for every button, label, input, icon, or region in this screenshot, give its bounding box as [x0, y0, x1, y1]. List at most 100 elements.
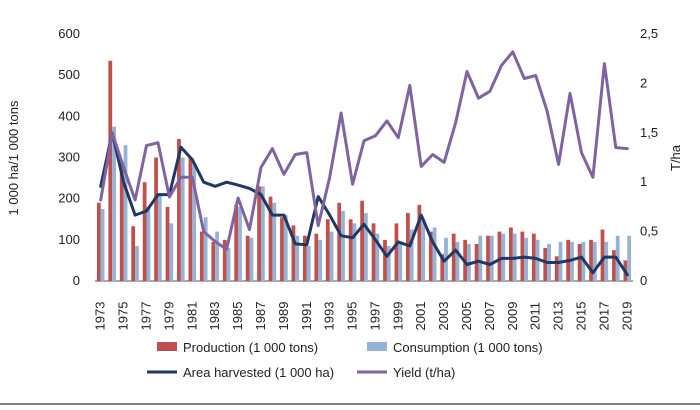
consumption-bar	[455, 241, 460, 281]
production-bar	[108, 60, 113, 282]
x-tick-label: 1989	[276, 302, 291, 331]
x-tick-label: 2019	[619, 302, 634, 331]
y-tick-label-right: 0,5	[640, 224, 658, 239]
x-tick-label: 1991	[299, 302, 314, 331]
y-tick-label-right: 1	[640, 174, 647, 189]
x-tick-label: 1977	[139, 302, 154, 331]
consumption-bar	[146, 206, 151, 281]
production-bar	[245, 235, 250, 281]
production-bar	[543, 248, 548, 281]
production-bar	[406, 213, 410, 281]
y-tick-label-left: 400	[58, 108, 80, 123]
y-tick-label-right: 0	[640, 273, 647, 288]
production-bar	[154, 157, 158, 281]
x-tick-label: 1995	[345, 302, 360, 331]
consumption-bar	[203, 217, 208, 281]
production-bar	[165, 206, 170, 281]
consumption-bar	[421, 219, 426, 281]
yield-line	[99, 50, 629, 251]
legend-label: Consumption (1 000 tons)	[393, 340, 543, 355]
consumption-bar	[192, 163, 197, 281]
consumption-bar	[432, 227, 437, 281]
production-bar	[428, 231, 433, 281]
legend-label: Yield (t/ha)	[393, 365, 455, 380]
x-tick-label: 2001	[413, 302, 428, 331]
production-bar	[211, 241, 216, 281]
production-bar	[486, 235, 490, 281]
consumption-bar	[226, 248, 231, 281]
y-tick-label-right: 1,5	[640, 125, 658, 140]
y-tick-label-left: 300	[58, 150, 80, 165]
consumption-bar	[318, 239, 322, 281]
consumption-bar	[157, 194, 162, 281]
x-tick-label: 1993	[322, 302, 337, 331]
production-bar	[325, 219, 330, 281]
x-tick-label: 2017	[596, 302, 611, 331]
area-harvested-line	[99, 131, 629, 277]
production-bar	[612, 250, 616, 281]
production-bar	[554, 256, 559, 281]
production-bar	[440, 254, 445, 281]
x-tick-label: 1975	[116, 302, 131, 331]
y-tick-label-left: 600	[58, 26, 80, 41]
x-tick-label: 1973	[93, 302, 108, 331]
x-tick-label: 2007	[482, 302, 497, 331]
x-tick-label: 2011	[528, 302, 543, 330]
legend-label: Production (1 000 tons)	[183, 340, 318, 355]
production-bar	[268, 196, 273, 281]
production-bar	[291, 225, 296, 281]
production-bar	[222, 239, 227, 281]
consumption-bar	[169, 223, 174, 281]
production-bar	[417, 204, 422, 281]
consumption-bar	[341, 211, 345, 281]
consumption-bar	[238, 206, 242, 281]
consumption-bar	[123, 145, 128, 281]
consumption-bar	[215, 231, 219, 281]
consumption-bar	[489, 235, 494, 281]
x-tick-label: 1987	[253, 302, 268, 331]
production-bar	[142, 182, 147, 281]
production-bar	[577, 243, 582, 281]
production-bar	[337, 202, 342, 281]
y-tick-label-left: 200	[58, 191, 80, 206]
consumption-bar	[398, 241, 403, 281]
consumption-bar	[283, 215, 288, 281]
legend-label: Area harvested (1 000 ha)	[183, 365, 334, 380]
consumption-bar	[135, 246, 139, 281]
x-tick-label: 2003	[436, 302, 451, 331]
x-tick-label: 1981	[184, 302, 199, 331]
consumption-bar	[604, 241, 609, 281]
x-tick-label: 1997	[367, 302, 382, 331]
y-tick-label-left: 100	[58, 232, 80, 247]
consumption-bar	[329, 231, 334, 281]
legend-swatch	[157, 342, 177, 351]
production-bar	[96, 202, 101, 281]
plot-area: 0 100 200 300 400 500 600 0 0,5 1 1,5 2 2,5 1973 1975 1…	[58, 26, 658, 330]
production-bar	[119, 161, 124, 281]
production-bar	[280, 217, 284, 281]
x-tick-label: 1999	[390, 302, 405, 331]
production-bar	[451, 233, 456, 281]
consumption-bar	[386, 246, 391, 281]
consumption-bar	[306, 246, 311, 281]
y-tick-label-right: 2,5	[640, 26, 658, 41]
x-tick-label: 1985	[230, 302, 245, 331]
consumption-bar	[627, 235, 632, 281]
x-tick-label: 2015	[573, 302, 588, 331]
consumption-bar	[570, 241, 574, 281]
y-tick-label-left: 500	[58, 67, 80, 82]
consumption-bar	[352, 223, 357, 281]
consumption-bar	[364, 213, 368, 281]
production-bar	[589, 239, 593, 281]
x-tick-label: 2009	[505, 302, 520, 331]
production-bar	[394, 223, 399, 281]
consumption-bar	[524, 237, 529, 281]
consumption-bar	[478, 235, 483, 281]
production-bar	[509, 227, 513, 281]
production-bar	[199, 231, 204, 281]
production-bar	[348, 219, 353, 281]
production-bar	[314, 233, 319, 281]
consumption-bar	[592, 241, 597, 281]
consumption-bar	[249, 237, 254, 281]
